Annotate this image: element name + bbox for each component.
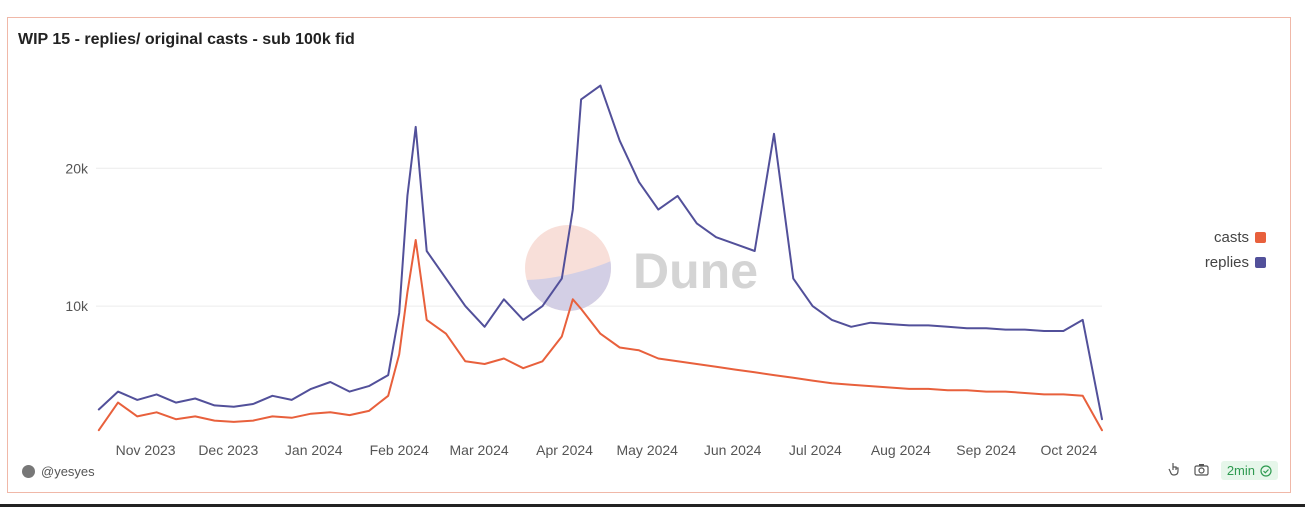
watermark-text: Dune [633,243,758,299]
x-tick-label: Aug 2024 [871,442,931,458]
footer-actions: 2min [1168,461,1278,480]
chart-plot: Dune Nov 2023 Dec 2023 Jan 2024 Feb 2024 Mar… [65,84,1103,458]
author-name: @yesyes [41,464,95,479]
chart-title: WIP 15 - replies/ original casts - sub 1… [18,31,355,48]
chart-card: WIP 15 - replies/ original casts - sub 1… [7,17,1291,493]
x-tick-label: Apr 2024 [536,442,593,458]
page-divider [0,504,1305,507]
y-tick-label: 10k [65,298,89,314]
legend-label-replies: replies [1204,254,1249,271]
x-tick-label: Nov 2023 [116,442,176,458]
user-avatar-icon [22,465,35,478]
x-tick-label: Sep 2024 [956,442,1016,458]
x-tick-label: Jan 2024 [285,442,343,458]
y-axis: 10k 20k [65,160,89,314]
dune-watermark: Dune [525,225,758,311]
chart-legend: casts replies [1178,225,1266,275]
x-axis: Nov 2023 Dec 2023 Jan 2024 Feb 2024 Mar 2024… [116,442,1098,458]
hand-pointer-icon[interactable] [1168,462,1182,479]
series-lines [97,84,1103,432]
status-badge-text: 2min [1226,463,1255,478]
y-tick-label: 20k [65,160,89,176]
legend-swatch-casts [1255,232,1266,243]
refresh-status-badge: 2min [1220,461,1278,480]
x-tick-label: Feb 2024 [370,442,429,458]
watermark-logo-lower [525,261,611,311]
x-tick-label: Jul 2024 [789,442,842,458]
legend-swatch-replies [1255,257,1266,268]
legend-item-casts[interactable]: casts [1178,225,1266,250]
camera-icon[interactable] [1194,463,1209,479]
x-tick-label: Oct 2024 [1041,442,1098,458]
x-tick-label: May 2024 [616,442,678,458]
series-line-casts [97,239,1103,432]
series-line-replies [97,84,1103,421]
author[interactable]: @yesyes [22,464,95,479]
grid [96,167,1102,307]
legend-item-replies[interactable]: replies [1178,250,1266,275]
x-tick-label: Mar 2024 [450,442,509,458]
x-tick-label: Dec 2023 [198,442,258,458]
legend-label-casts: casts [1213,229,1249,246]
check-circle-icon [1260,464,1272,477]
x-tick-label: Jun 2024 [704,442,762,458]
